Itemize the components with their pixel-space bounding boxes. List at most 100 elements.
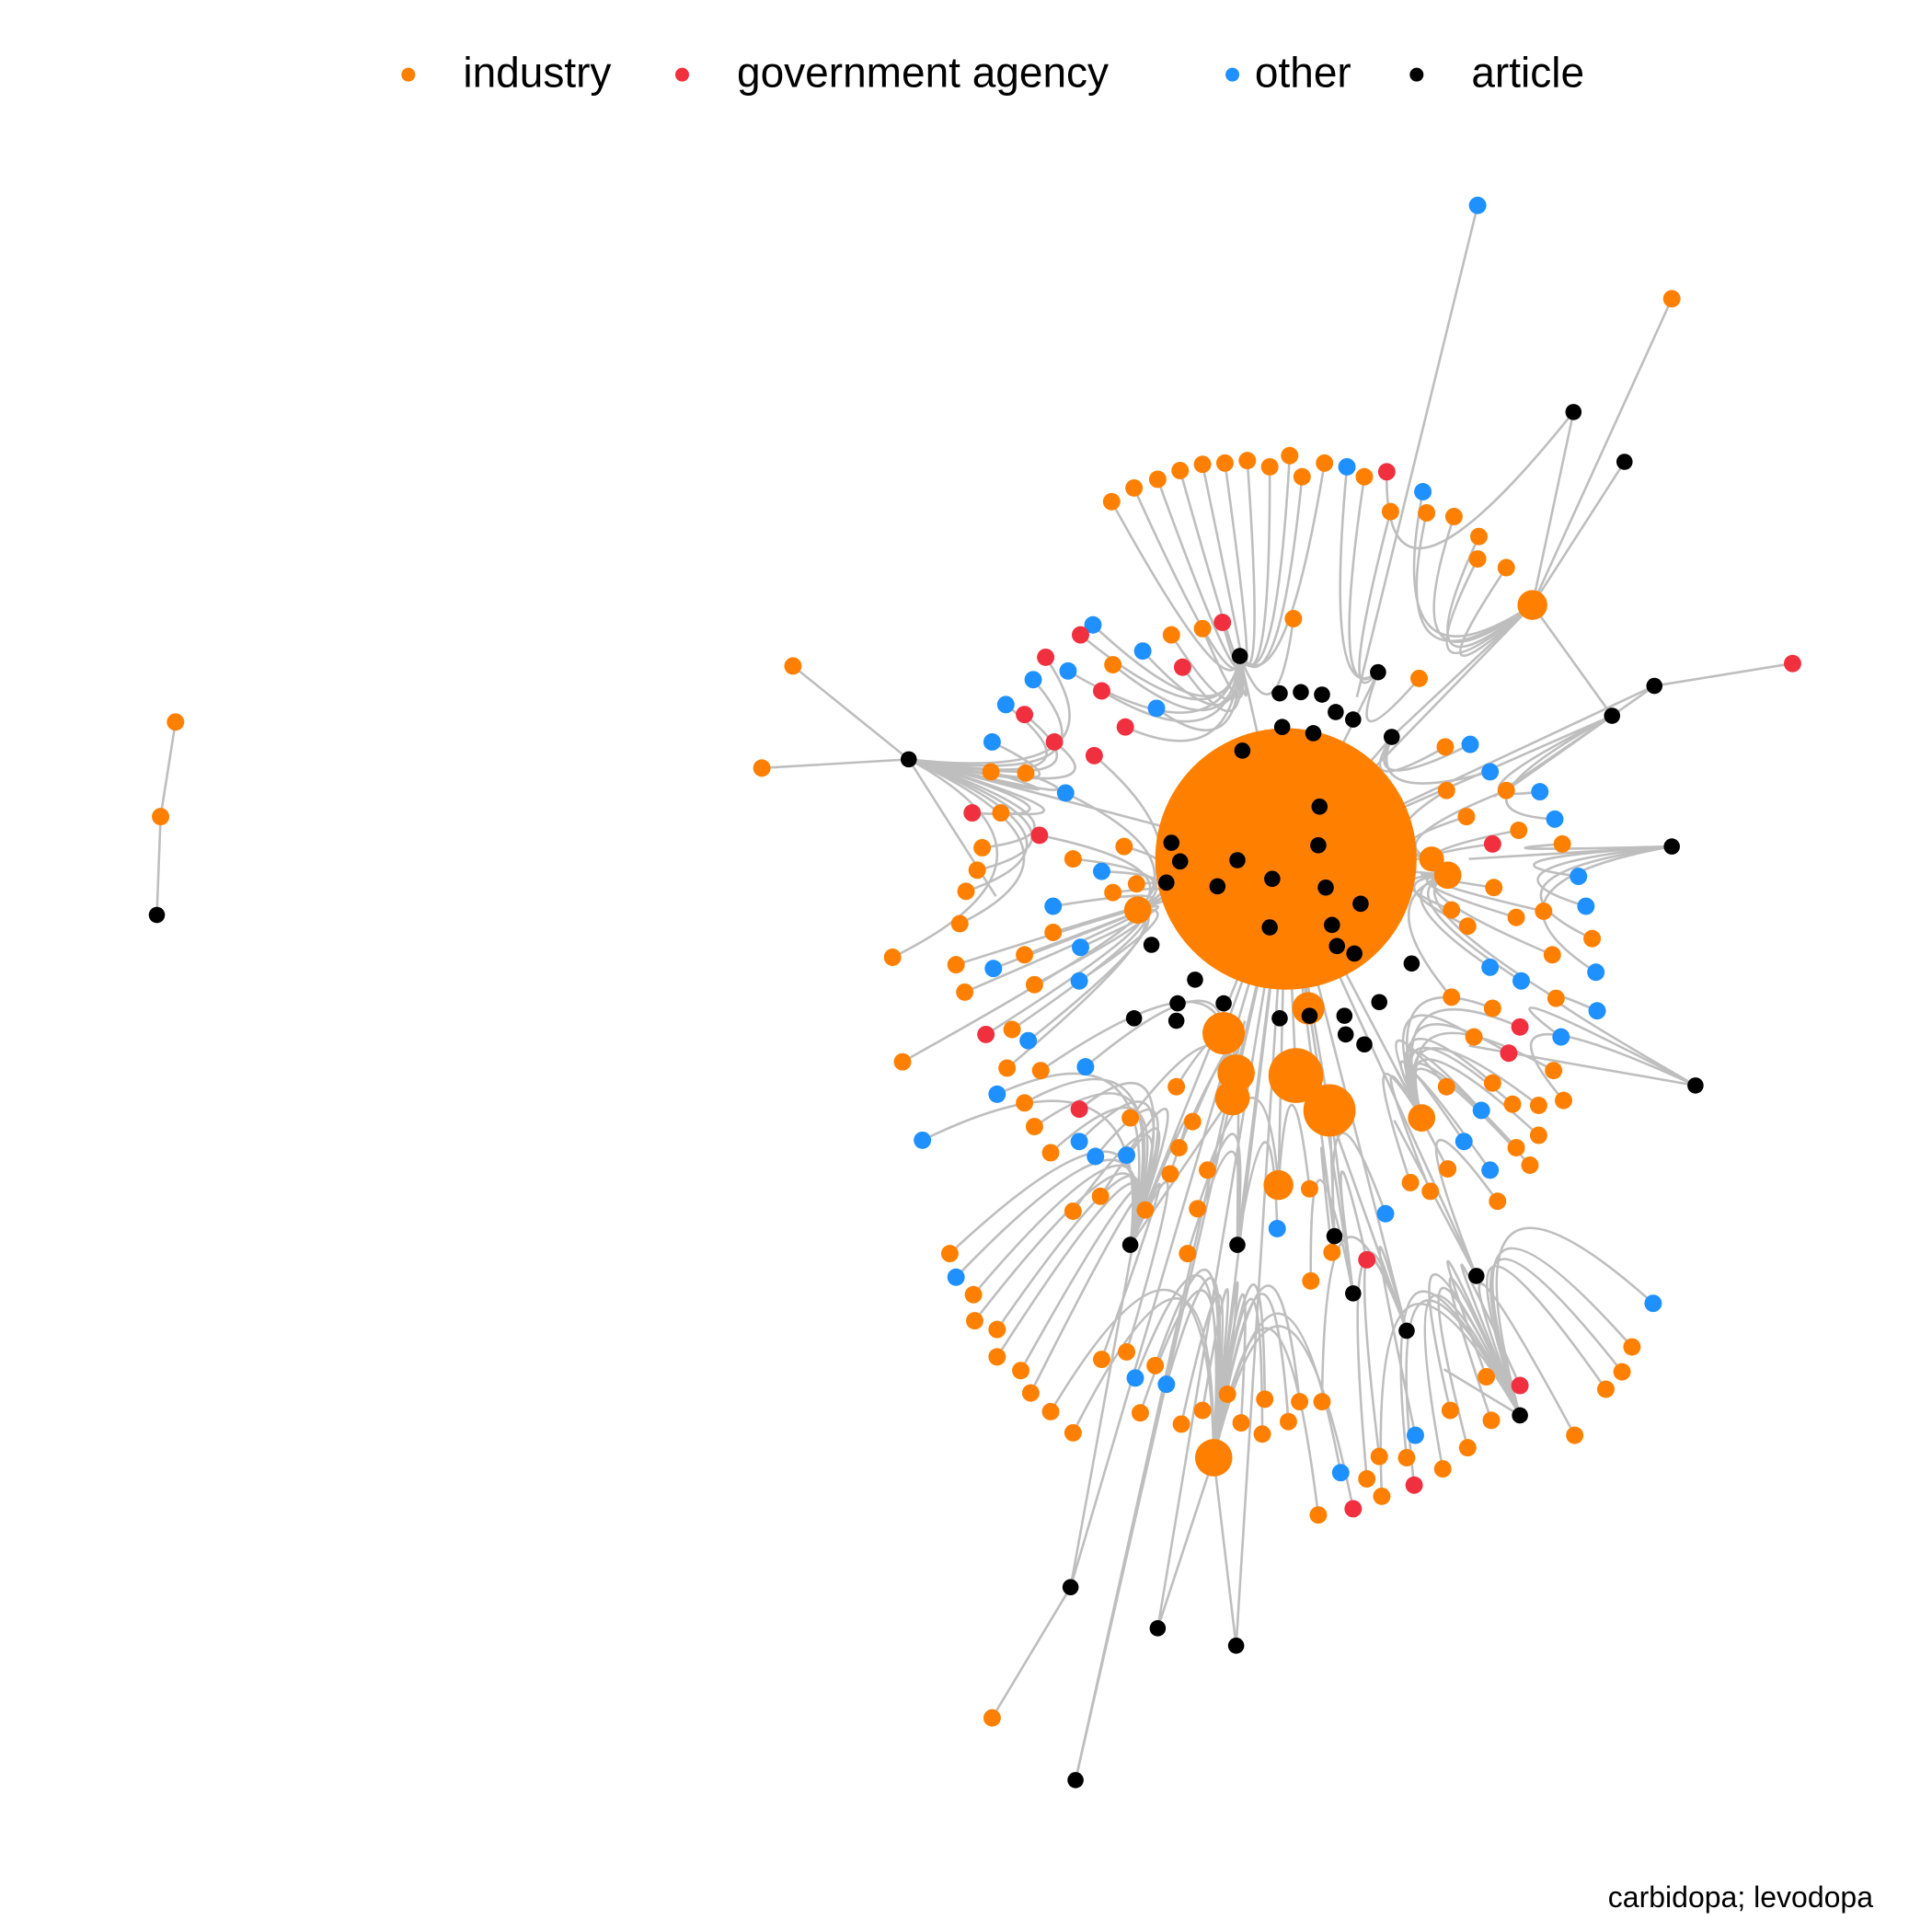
node	[1324, 916, 1340, 934]
node	[1531, 783, 1549, 801]
node	[1338, 457, 1356, 476]
node	[1271, 684, 1288, 702]
node	[1125, 1010, 1143, 1027]
node	[1552, 1028, 1570, 1046]
edge	[1415, 512, 1534, 642]
node	[1059, 661, 1077, 680]
node	[1311, 799, 1328, 815]
node	[1356, 1036, 1373, 1053]
edge	[1072, 1297, 1215, 1458]
edge	[1238, 463, 1326, 667]
node	[1414, 483, 1432, 500]
node	[1199, 1161, 1216, 1179]
node	[883, 949, 902, 966]
node	[1017, 764, 1035, 782]
edge	[1432, 516, 1534, 643]
edge	[1437, 1286, 1522, 1448]
node	[1512, 972, 1530, 990]
edge	[1539, 845, 1673, 940]
node	[1019, 1031, 1038, 1050]
node	[893, 1052, 912, 1071]
edge	[1491, 1247, 1633, 1416]
edge	[1386, 411, 1575, 550]
node	[1133, 642, 1152, 661]
node	[1439, 1160, 1457, 1179]
node	[988, 1348, 1006, 1366]
node	[1443, 988, 1461, 1006]
edge	[1395, 1039, 1448, 1119]
node	[1169, 995, 1186, 1012]
node	[148, 906, 166, 924]
node	[1437, 781, 1455, 799]
node	[1570, 868, 1588, 886]
node	[1467, 1268, 1485, 1284]
node	[1433, 861, 1462, 890]
node	[1301, 1007, 1318, 1024]
node	[1003, 1020, 1021, 1039]
legend: industry government agency other article	[401, 49, 1584, 97]
node	[1238, 452, 1257, 470]
edge	[1139, 1289, 1218, 1458]
nodes	[148, 196, 1801, 1788]
node	[1187, 972, 1203, 988]
node	[1613, 1363, 1631, 1381]
edge	[1524, 843, 1673, 850]
node	[964, 1285, 983, 1304]
node	[1121, 1236, 1139, 1253]
node	[1268, 1048, 1324, 1103]
node	[1030, 826, 1049, 845]
legend-swatch	[401, 67, 416, 82]
node	[1481, 1161, 1500, 1179]
edge	[1495, 1226, 1654, 1416]
node	[1162, 626, 1180, 644]
edge	[991, 1586, 1072, 1719]
edge	[1212, 1284, 1301, 1458]
node	[1405, 1476, 1423, 1494]
edge	[1212, 1283, 1267, 1458]
node	[1193, 619, 1212, 638]
node	[1169, 1139, 1188, 1157]
node	[1149, 1620, 1167, 1637]
node	[1623, 1338, 1641, 1356]
edge	[1654, 661, 1793, 687]
node	[1483, 999, 1501, 1018]
edge	[1446, 535, 1534, 649]
node	[988, 1320, 1006, 1339]
node	[1234, 742, 1251, 759]
node	[1483, 1074, 1501, 1092]
edge	[908, 758, 1029, 893]
node	[1543, 946, 1561, 964]
node	[1481, 958, 1500, 976]
node	[947, 1268, 965, 1286]
node	[1193, 1401, 1212, 1420]
node	[900, 751, 917, 768]
edge	[1423, 1294, 1522, 1469]
edge	[159, 721, 178, 817]
node	[1067, 1772, 1084, 1788]
edge	[1531, 298, 1673, 606]
node	[1455, 1133, 1473, 1151]
edge	[1355, 204, 1479, 698]
node	[1358, 1470, 1376, 1488]
node	[1323, 1243, 1341, 1261]
edge	[1129, 1094, 1234, 1246]
edge	[1309, 1179, 1355, 1294]
edge	[1382, 1073, 1423, 1183]
node	[1070, 972, 1088, 990]
edge	[1489, 1258, 1624, 1416]
node	[1383, 729, 1400, 745]
node	[1093, 1351, 1110, 1369]
node	[1577, 897, 1595, 915]
node	[983, 1708, 1001, 1727]
node	[1511, 1018, 1529, 1036]
node	[1189, 1200, 1207, 1218]
node	[1025, 975, 1043, 994]
node	[1171, 461, 1190, 479]
node	[1317, 879, 1334, 896]
node	[1179, 1245, 1197, 1263]
node	[1161, 1165, 1179, 1183]
edge	[1531, 411, 1575, 605]
edge	[908, 758, 1034, 872]
edge	[891, 758, 998, 959]
